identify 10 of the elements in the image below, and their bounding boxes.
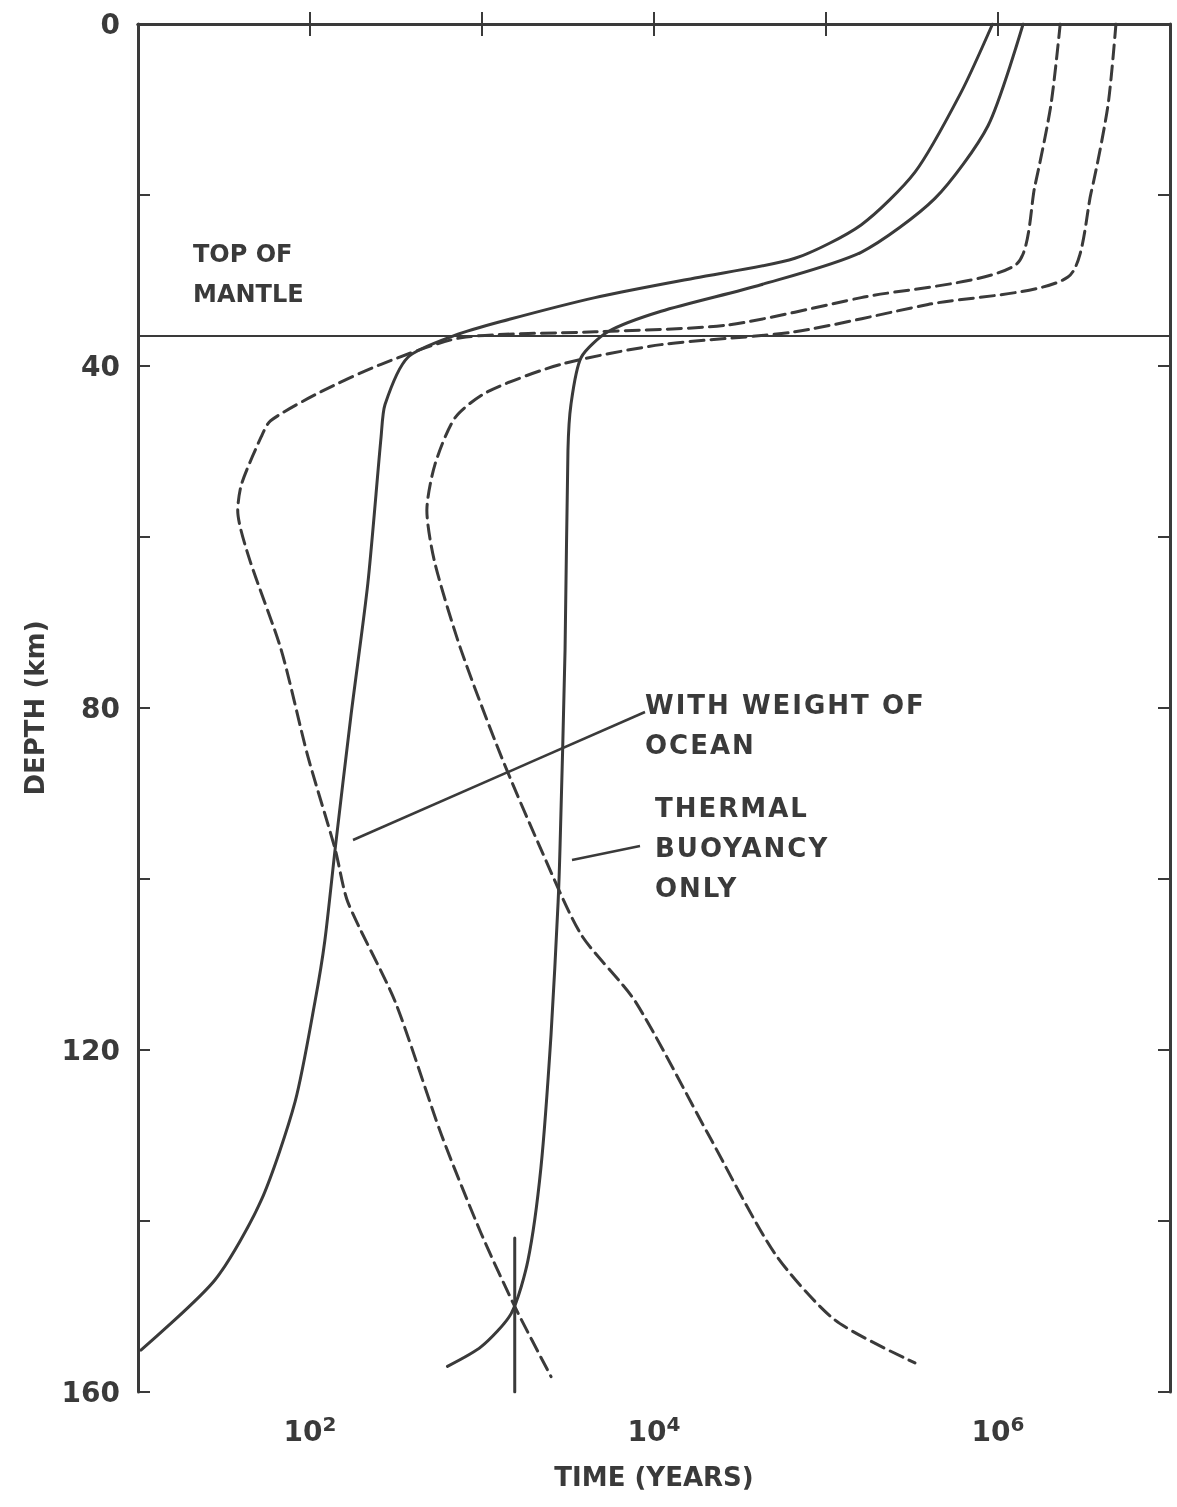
y-tick-label: 80 <box>81 691 120 725</box>
annotation: THERMAL BUOYANCY ONLY <box>655 792 831 905</box>
y-tick-label: 160 <box>61 1375 120 1409</box>
annotation: WITH WEIGHT OF OCEAN <box>645 689 927 762</box>
y-tick-label: 120 <box>61 1033 120 1067</box>
x-axis-title: TIME (YEARS) <box>554 1462 754 1492</box>
y-axis-title: DEPTH (km) <box>20 620 50 796</box>
ref-line-label: TOP OF MANTLE <box>193 240 304 309</box>
y-tick-label: 40 <box>81 349 120 383</box>
y-tick-label: 0 <box>100 7 120 41</box>
